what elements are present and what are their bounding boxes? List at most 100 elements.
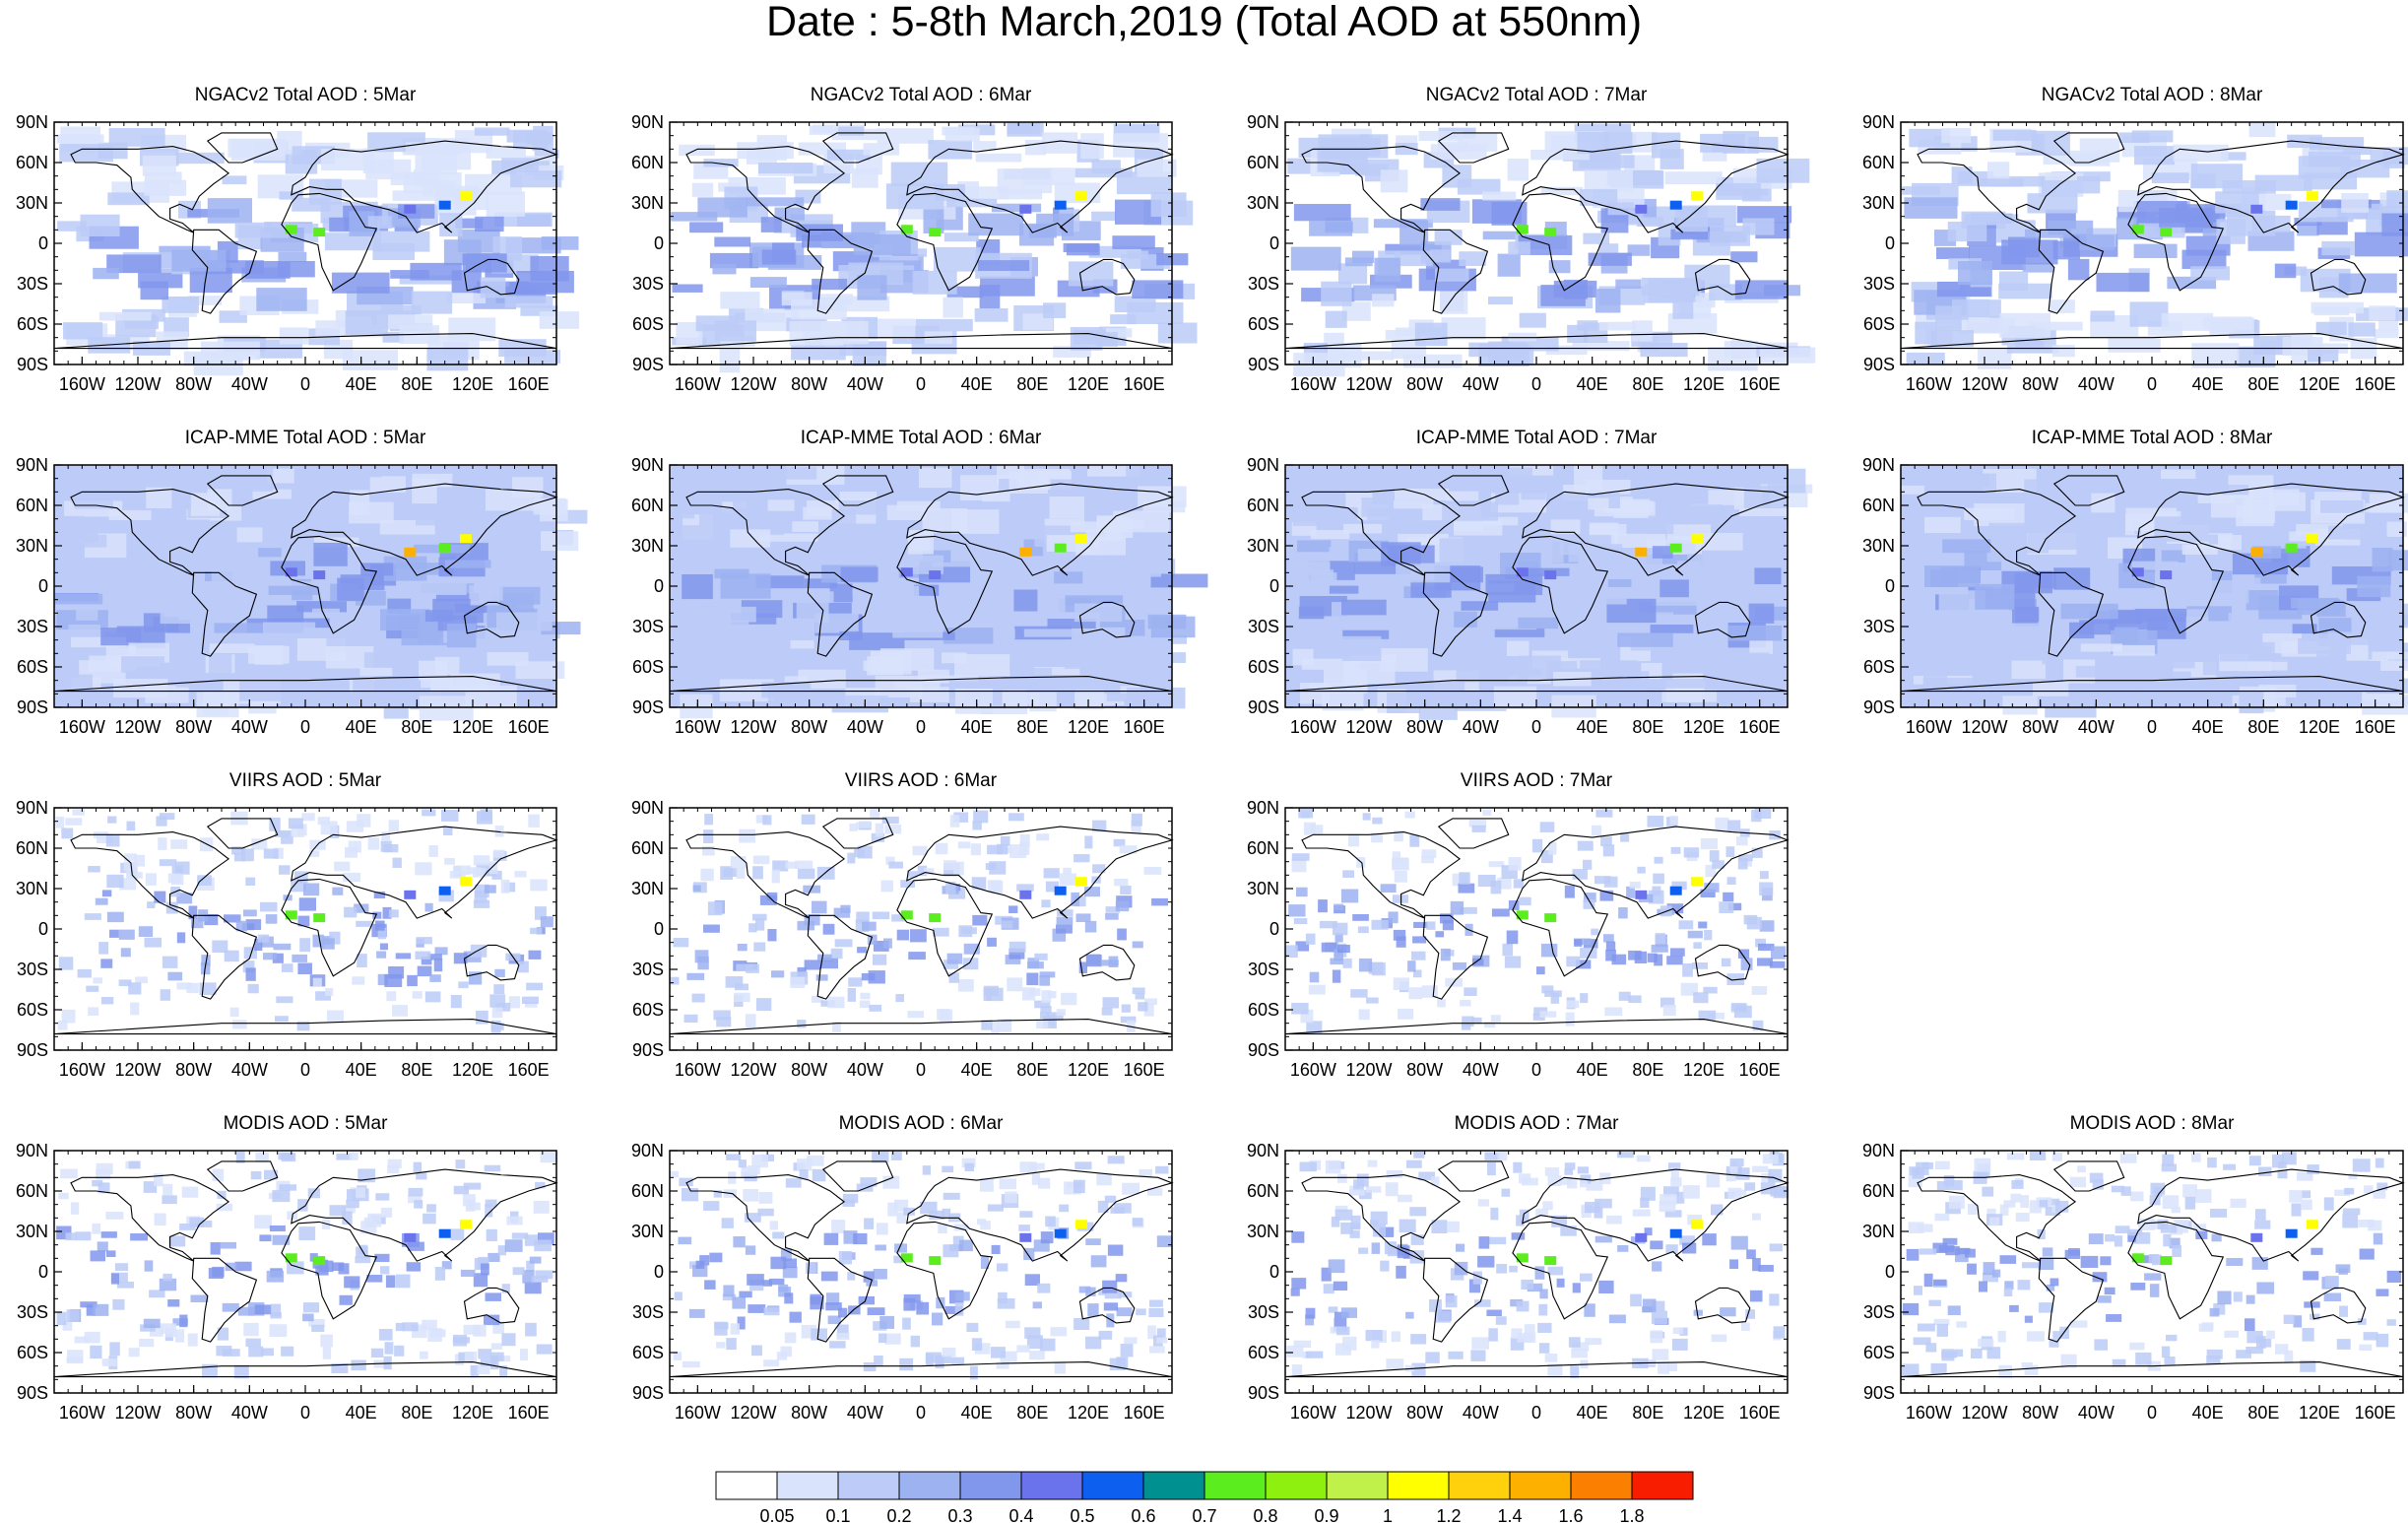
aod-cell bbox=[1742, 218, 1775, 235]
aod-cell bbox=[1641, 277, 1700, 297]
lon-label: 80E bbox=[401, 374, 432, 394]
aod-cell bbox=[860, 1177, 878, 1187]
aod-cell bbox=[703, 829, 714, 843]
aod-cell bbox=[480, 277, 506, 298]
aod-cell bbox=[820, 1271, 838, 1282]
aod-cell bbox=[1672, 294, 1694, 319]
aod-hotspot bbox=[900, 225, 913, 234]
lat-label: 90N bbox=[631, 1141, 664, 1160]
lon-label: 0 bbox=[1531, 1060, 1541, 1080]
aod-cell bbox=[1309, 971, 1320, 983]
aod-cell bbox=[2157, 479, 2207, 494]
aod-cell bbox=[714, 236, 751, 247]
aod-cell bbox=[877, 128, 934, 144]
lon-label: 120E bbox=[452, 1403, 493, 1423]
aod-cell bbox=[1986, 550, 2028, 563]
aod-cell bbox=[2028, 321, 2083, 331]
coastline bbox=[2127, 192, 2225, 292]
aod-cell bbox=[1050, 479, 1073, 492]
aod-cell bbox=[1434, 1310, 1451, 1323]
aod-cell bbox=[1056, 1009, 1066, 1017]
aod-cell bbox=[1906, 352, 1945, 364]
aod-cell bbox=[1293, 204, 1351, 222]
aod-cell bbox=[997, 1019, 1012, 1032]
lon-label: 0 bbox=[300, 717, 310, 737]
aod-hotspot bbox=[404, 547, 417, 557]
aod-cell bbox=[469, 584, 499, 606]
aod-cell bbox=[480, 1358, 497, 1366]
coastline bbox=[821, 132, 894, 164]
aod-cell bbox=[1504, 956, 1522, 968]
coastline bbox=[1078, 601, 1136, 638]
aod-cell bbox=[1059, 873, 1076, 886]
aod-cell bbox=[1599, 890, 1614, 901]
lon-label: 120W bbox=[114, 717, 161, 737]
aod-cell bbox=[1394, 250, 1433, 267]
aod-cell bbox=[1584, 169, 1634, 192]
aod-cell bbox=[1508, 900, 1520, 910]
aod-cell bbox=[1770, 1185, 1787, 1197]
lon-label: 40E bbox=[346, 1060, 377, 1080]
aod-cell bbox=[896, 1212, 907, 1224]
aod-cell bbox=[123, 861, 138, 872]
aod-cell bbox=[1566, 1000, 1580, 1009]
aod-cell bbox=[1564, 1168, 1574, 1175]
aod-cell bbox=[144, 1260, 154, 1272]
aod-cell bbox=[232, 1020, 247, 1029]
aod-cell bbox=[1737, 858, 1748, 870]
coastline bbox=[685, 489, 846, 576]
aod-cell bbox=[1741, 1322, 1750, 1331]
aod-cell bbox=[1092, 820, 1107, 832]
aod-cell bbox=[915, 318, 973, 332]
aod-cell bbox=[326, 1010, 344, 1022]
aod-cell bbox=[370, 1348, 384, 1357]
aod-hotspot bbox=[1544, 570, 1557, 580]
aod-cell bbox=[709, 1252, 723, 1263]
coastline bbox=[291, 826, 558, 919]
aod-cell bbox=[100, 628, 142, 646]
aod-cell bbox=[147, 901, 156, 908]
aod-cell bbox=[972, 914, 988, 926]
aod-cell bbox=[1090, 1255, 1107, 1268]
aod-cell bbox=[769, 466, 817, 480]
lat-label: 30S bbox=[632, 1302, 664, 1322]
aod-cell bbox=[1663, 1186, 1679, 1197]
coastline bbox=[206, 475, 279, 506]
aod-cell bbox=[1412, 936, 1427, 944]
aod-cell bbox=[1640, 1186, 1656, 1201]
aod-cell bbox=[144, 179, 187, 196]
aod-cell bbox=[1727, 820, 1741, 831]
aod-cell bbox=[1665, 1244, 1678, 1254]
aod-cell bbox=[2067, 258, 2090, 281]
coastline bbox=[906, 826, 1174, 919]
aod-cell bbox=[1566, 956, 1581, 967]
aod-cell bbox=[817, 954, 832, 960]
aod-cell bbox=[245, 967, 256, 981]
aod-cell bbox=[1350, 989, 1368, 998]
aod-hotspot bbox=[1074, 534, 1087, 544]
aod-cell bbox=[159, 859, 177, 867]
aod-cell bbox=[849, 632, 905, 650]
aod-cell bbox=[1399, 1219, 1416, 1233]
aod-cell bbox=[387, 1159, 402, 1168]
aod-cell bbox=[945, 882, 956, 894]
aod-cell bbox=[460, 1269, 476, 1277]
aod-cell bbox=[987, 844, 1004, 855]
aod-cell bbox=[702, 845, 715, 856]
aod-cell bbox=[1471, 1017, 1482, 1025]
aod-cell bbox=[720, 573, 771, 599]
aod-cell bbox=[298, 1226, 316, 1240]
aod-cell bbox=[171, 249, 227, 272]
aod-cell bbox=[1659, 1201, 1676, 1213]
aod-cell bbox=[716, 1017, 732, 1027]
aod-cell bbox=[329, 931, 341, 945]
aod-cell bbox=[2246, 489, 2300, 506]
aod-cell bbox=[1540, 943, 1558, 958]
aod-cell bbox=[761, 682, 810, 698]
aod-cell bbox=[703, 159, 739, 167]
aod-cell bbox=[1660, 997, 1675, 1008]
aod-cell bbox=[356, 1246, 368, 1258]
aod-cell bbox=[1671, 504, 1723, 523]
lat-label: 30S bbox=[17, 274, 48, 294]
